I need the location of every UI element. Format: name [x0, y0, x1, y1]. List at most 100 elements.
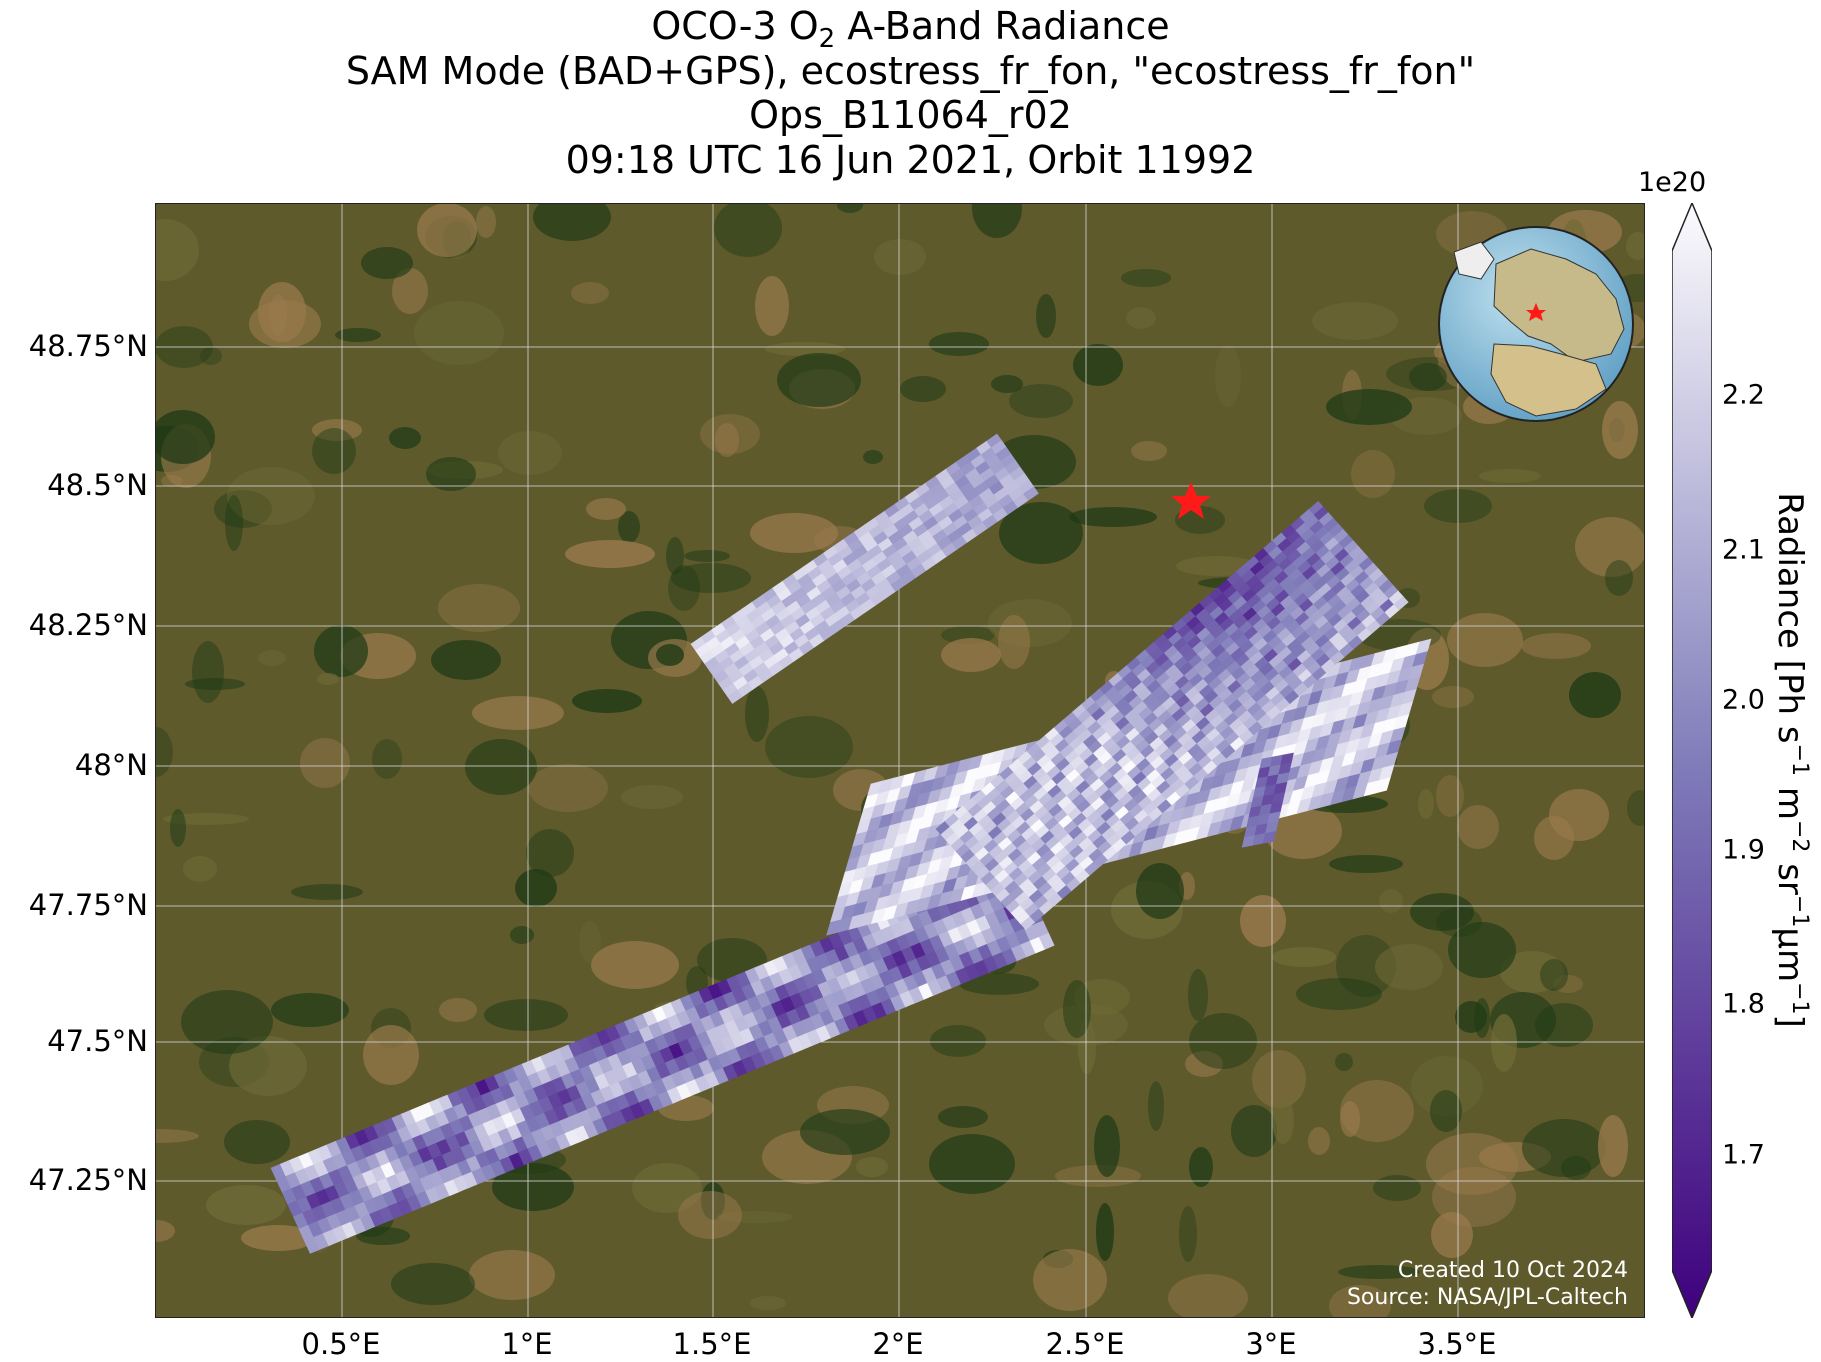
lat-label: 48.5°N	[47, 468, 148, 502]
colorbar-tick: 1.9	[1722, 834, 1765, 866]
basemap-patch	[185, 678, 245, 690]
title-line-4: 09:18 UTC 16 Jun 2021, Orbit 11992	[565, 137, 1256, 182]
basemap-patch	[1329, 1285, 1391, 1317]
basemap-patch	[938, 1106, 988, 1128]
basemap-patch	[492, 1163, 574, 1211]
basemap-patch	[1522, 1119, 1606, 1177]
basemap-patch	[1252, 1050, 1306, 1108]
basemap-patch	[1479, 469, 1541, 483]
basemap-patch	[972, 204, 1022, 238]
basemap-patch	[183, 856, 217, 882]
basemap-patch	[156, 1129, 199, 1143]
basemap-patch	[258, 650, 286, 666]
basemap-patch	[1602, 401, 1638, 459]
basemap-patch	[755, 276, 789, 336]
colorbar-tick: 1.7	[1722, 1139, 1765, 1171]
basemap-patch	[656, 644, 684, 666]
basemap-patch	[863, 450, 883, 464]
lat-label: 47.5°N	[47, 1024, 148, 1058]
basemap-patch	[1272, 1096, 1294, 1144]
basemap-patch	[632, 1163, 702, 1213]
basemap-patch	[1168, 1274, 1248, 1317]
colorbar-label: Radiance [Ph s−1 m−2 sr−1μm−1]	[1770, 492, 1812, 1028]
basemap-patch	[565, 540, 655, 568]
globe-landmass-greenland	[1453, 241, 1495, 280]
basemap-patch	[591, 941, 679, 989]
basemap-patch	[476, 206, 496, 238]
basemap-patch	[484, 999, 568, 1031]
basemap-patch	[1069, 507, 1157, 527]
basemap-patch	[335, 328, 381, 342]
basemap-patch	[1627, 790, 1644, 826]
basemap-patch	[1094, 1115, 1120, 1177]
basemap-patch	[181, 990, 273, 1054]
basemap-patch	[1231, 1105, 1277, 1157]
basemap-patch	[999, 502, 1083, 564]
basemap-patch	[1215, 345, 1241, 407]
basemap-patch	[1575, 517, 1644, 577]
basemap-patch	[1351, 450, 1395, 498]
basemap-patch	[750, 513, 838, 553]
basemap-patch	[1312, 302, 1398, 340]
lon-label: 3°E	[1245, 1327, 1297, 1361]
basemap-patch	[439, 998, 477, 1022]
basemap-patch	[510, 926, 534, 944]
basemap-patch	[1418, 789, 1434, 819]
map-panel: Created 10 Oct 2024 Source: NASA/JPL-Cal…	[155, 203, 1645, 1318]
basemap-patch	[526, 829, 574, 877]
basemap-patch	[1272, 947, 1336, 967]
figure-title: OCO-3 O2 A-Band Radiance SAM Mode (BAD+G…	[0, 4, 1821, 182]
basemap-patch	[312, 419, 362, 441]
basemap-patch	[1500, 951, 1564, 993]
swath-cell	[1374, 777, 1391, 794]
target-star-icon	[1171, 482, 1211, 519]
lon-label: 0.5°E	[301, 1327, 381, 1361]
basemap-patch	[1189, 1147, 1213, 1187]
basemap-patch	[941, 638, 1001, 672]
basemap-patch	[224, 1120, 290, 1164]
swath-cell	[1393, 596, 1409, 611]
map-canvas	[156, 204, 1644, 1317]
colorbar-tick: 1.8	[1722, 988, 1765, 1020]
basemap-patch	[1534, 816, 1574, 860]
colorbar-tick: 2.0	[1722, 684, 1765, 716]
basemap-patch	[258, 282, 306, 342]
basemap-patch	[1540, 959, 1568, 991]
globe-location-star-icon	[1526, 303, 1546, 321]
basemap-patch	[227, 467, 315, 525]
basemap-patch	[528, 764, 608, 812]
basemap-patch	[929, 1134, 1015, 1194]
basemap-patch	[929, 332, 989, 356]
basemap-patch	[417, 204, 477, 257]
basemap-patch	[1379, 889, 1403, 913]
basemap-patch	[874, 239, 926, 275]
basemap-patch	[314, 625, 368, 677]
basemap-patch	[1126, 307, 1156, 329]
basemap-patch	[618, 511, 640, 543]
basemap-patch	[777, 353, 861, 407]
basemap-patch	[317, 673, 339, 685]
basemap-patch	[1431, 1212, 1473, 1258]
basemap-patch	[1436, 775, 1464, 817]
basemap-patch	[1096, 1203, 1114, 1261]
basemap-patch	[998, 615, 1030, 669]
basemap-patch	[291, 884, 363, 900]
title-line-1: OCO-3 O2 A-Band Radiance	[651, 4, 1170, 54]
basemap-patch	[765, 342, 845, 356]
basemap-patch	[426, 457, 476, 491]
basemap-patch	[1340, 1101, 1360, 1137]
basemap-patch	[431, 640, 501, 680]
basemap-patch	[700, 414, 760, 454]
basemap-patch	[1491, 1014, 1517, 1072]
basemap-patch	[1605, 560, 1633, 596]
lon-label: 1°E	[501, 1327, 553, 1361]
basemap-patch	[156, 410, 215, 464]
basemap-patch	[229, 1036, 307, 1096]
basemap-patch	[300, 738, 350, 788]
basemap-patch	[1009, 384, 1073, 418]
basemap-patch	[1036, 294, 1056, 338]
basemap-patch	[1474, 998, 1490, 1038]
basemap-patch	[800, 1109, 890, 1155]
basemap-patch	[533, 204, 611, 241]
basemap-patch	[1189, 1013, 1257, 1069]
